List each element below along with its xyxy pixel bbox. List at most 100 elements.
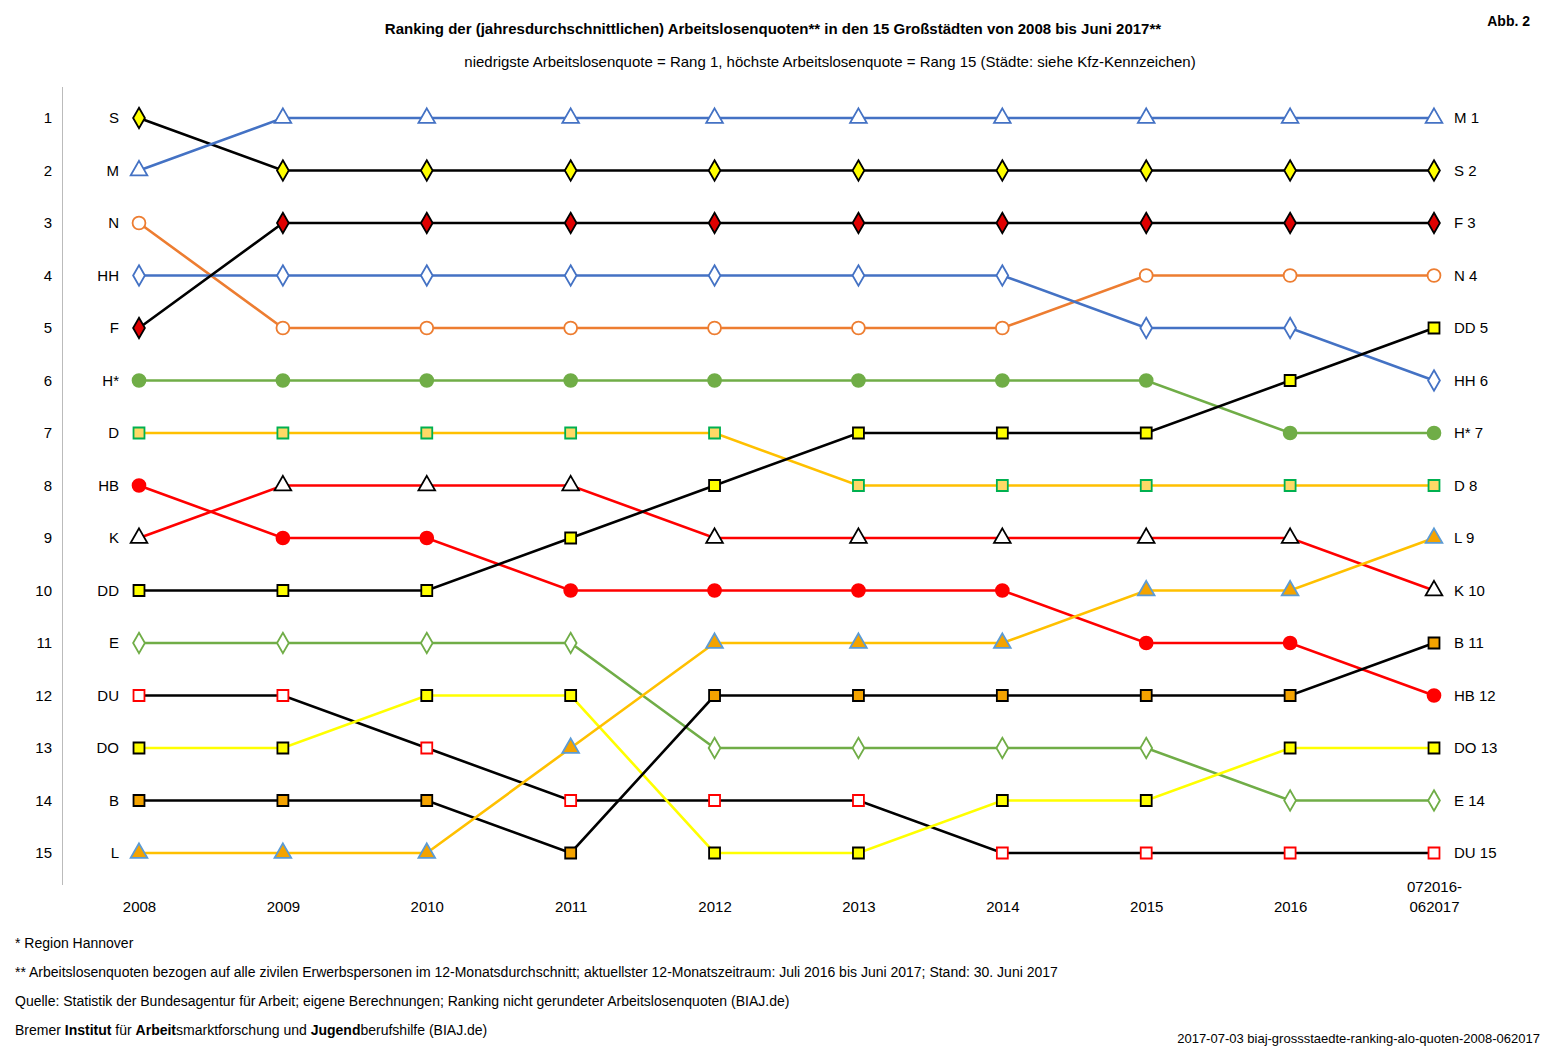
marker	[421, 160, 433, 180]
start-label: DD	[97, 582, 119, 599]
credit: Bremer Institut für Arbeitsmarktforschun…	[15, 1022, 487, 1038]
marker	[997, 690, 1008, 701]
end-label: L 9	[1454, 529, 1474, 546]
start-label: M	[107, 162, 120, 179]
y-tick: 4	[44, 267, 62, 284]
start-label: DO	[97, 739, 120, 756]
subtitle: niedrigste Arbeitslosenquote = Rang 1, h…	[464, 53, 1195, 70]
marker	[1141, 690, 1152, 701]
y-tick: 2	[44, 162, 62, 179]
marker	[134, 585, 145, 596]
marker	[277, 795, 288, 806]
marker	[709, 428, 720, 439]
marker	[994, 108, 1011, 122]
end-label-rank: 4	[1469, 267, 1477, 284]
series-line	[139, 381, 1434, 434]
x-tick-line: 2014	[986, 898, 1019, 915]
end-label-rank: 15	[1480, 844, 1497, 861]
start-label: DU	[97, 687, 119, 704]
marker	[562, 738, 579, 752]
marker	[133, 633, 145, 653]
marker	[134, 690, 145, 701]
marker	[853, 795, 864, 806]
marker	[565, 265, 577, 285]
end-label-rank: 11	[1468, 634, 1484, 651]
marker	[853, 213, 865, 233]
marker	[1141, 428, 1152, 439]
start-label: B	[109, 792, 119, 809]
marker	[1284, 213, 1296, 233]
end-label: DO 13	[1454, 739, 1497, 756]
start-label: L	[111, 844, 119, 861]
x-tick-line: 2015	[1130, 898, 1163, 915]
series-line	[139, 276, 1434, 381]
y-tick-label: 9	[44, 529, 52, 546]
marker	[1428, 269, 1441, 282]
marker	[420, 374, 433, 387]
end-label: F 3	[1454, 214, 1476, 231]
marker	[852, 374, 865, 387]
marker	[1426, 528, 1443, 542]
x-tick-line: 2011	[555, 898, 587, 915]
marker	[994, 633, 1011, 647]
end-label-name: D	[1454, 477, 1465, 494]
start-label: D	[108, 424, 119, 441]
start-label: H*	[102, 372, 119, 389]
marker	[709, 480, 720, 491]
marker	[1428, 160, 1440, 180]
chart: Ranking der (jahresdurchschnittlichen) A…	[0, 0, 1547, 1058]
end-label-name: L	[1454, 529, 1462, 546]
marker	[420, 532, 433, 545]
marker	[1285, 743, 1296, 754]
marker	[706, 528, 723, 542]
marker	[1141, 795, 1152, 806]
marker	[565, 428, 576, 439]
marker	[1426, 108, 1443, 122]
y-tick: 9	[44, 529, 62, 546]
y-tick: 8	[44, 477, 62, 494]
marker	[420, 322, 433, 335]
end-label-name: H*	[1454, 424, 1471, 441]
x-tick: 2013	[842, 893, 875, 915]
end-label-name: DO	[1454, 739, 1477, 756]
marker	[996, 374, 1009, 387]
marker	[1138, 581, 1155, 595]
marker	[275, 108, 292, 122]
end-label-rank: 13	[1481, 739, 1498, 756]
y-tick: 12	[35, 687, 62, 704]
file-id: 2017-07-03 biaj-grossstaedte-ranking-alo…	[1177, 1031, 1540, 1046]
x-tick-line: 2010	[411, 898, 444, 915]
marker	[1429, 323, 1440, 334]
end-label-name: DU	[1454, 844, 1476, 861]
series-line	[139, 538, 1434, 853]
marker	[997, 795, 1008, 806]
end-label-name: HH	[1454, 372, 1476, 389]
marker	[709, 738, 721, 758]
marker	[1140, 374, 1153, 387]
x-tick: 2014	[986, 893, 1019, 915]
marker	[277, 690, 288, 701]
marker	[1284, 160, 1296, 180]
marker	[1140, 738, 1152, 758]
y-tick-label: 13	[35, 739, 52, 756]
marker	[133, 374, 146, 387]
marker	[133, 108, 145, 128]
end-label: E 14	[1454, 792, 1485, 809]
series-line	[139, 696, 1434, 854]
y-tick-label: 14	[35, 792, 52, 809]
marker	[852, 322, 865, 335]
marker	[1285, 480, 1296, 491]
x-tick: 2016	[1274, 893, 1307, 915]
marker	[275, 843, 292, 857]
marker	[1285, 375, 1296, 386]
x-tick: 2008	[123, 893, 156, 915]
marker	[994, 528, 1011, 542]
x-tick-line: 2012	[698, 898, 731, 915]
marker	[1426, 581, 1443, 595]
marker	[133, 479, 146, 492]
end-label-rank: 14	[1468, 792, 1485, 809]
marker	[706, 633, 723, 647]
end-label-rank: 1	[1471, 109, 1479, 126]
marker	[1140, 160, 1152, 180]
marker	[1429, 638, 1440, 649]
